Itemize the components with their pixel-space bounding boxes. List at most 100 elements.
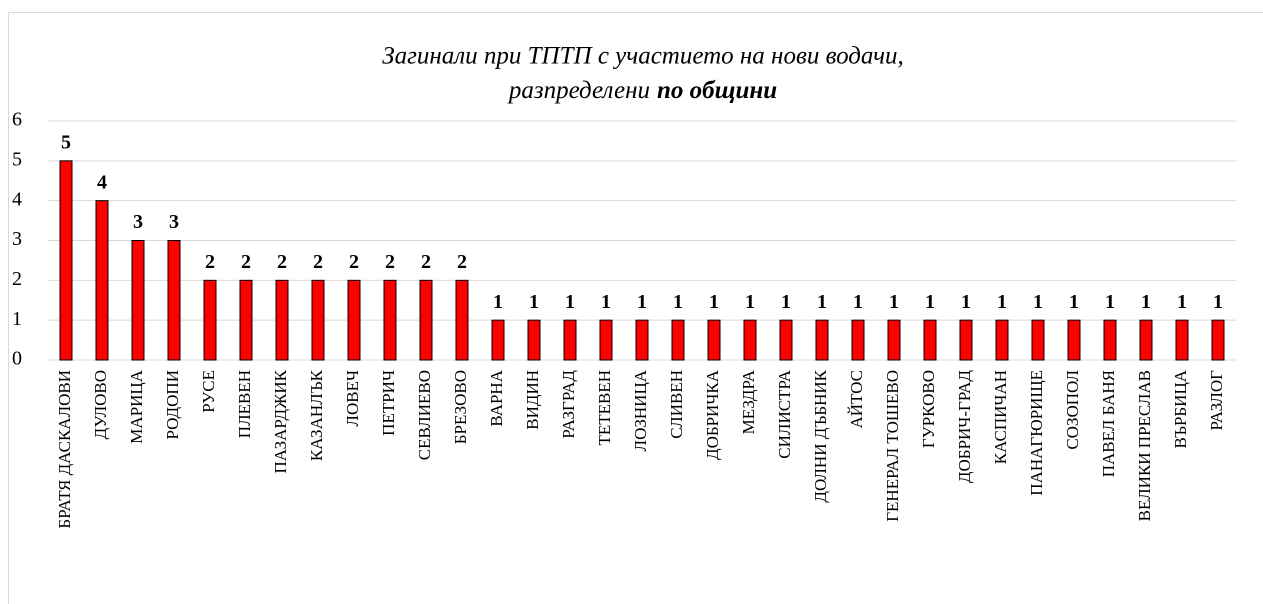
data-label: 2 <box>313 251 323 273</box>
bar <box>887 319 901 361</box>
bar <box>1139 319 1153 361</box>
bar <box>815 319 829 361</box>
data-label: 2 <box>385 251 395 273</box>
x-tick-label: ДОЛНИ ДЪБНИК <box>811 369 830 502</box>
x-tick-label: ДОБРИЧКА <box>703 369 722 460</box>
x-tick-label: МАРИЦА <box>127 369 146 443</box>
x-tick-label: ВЪРБИЦА <box>1171 369 1190 448</box>
data-label: 1 <box>925 291 935 313</box>
chart-title: Загинали при ТПТП с участието на нови во… <box>382 43 904 70</box>
data-label: 3 <box>169 211 179 233</box>
data-label: 1 <box>745 291 755 313</box>
data-label: 1 <box>1069 291 1079 313</box>
bar <box>311 279 325 361</box>
bar <box>635 319 649 361</box>
x-tick-label: ПАЗАРДЖИК <box>271 369 290 473</box>
bar <box>1031 319 1045 361</box>
data-label: 1 <box>709 291 719 313</box>
data-label: 1 <box>853 291 863 313</box>
data-label: 4 <box>97 171 107 193</box>
data-label: 1 <box>817 291 827 313</box>
bar <box>1067 319 1081 361</box>
bar <box>167 240 181 361</box>
data-label: 1 <box>529 291 539 313</box>
y-tick-label: 0 <box>12 348 22 370</box>
data-label: 1 <box>1141 291 1151 313</box>
bar <box>923 319 937 361</box>
y-tick-label: 4 <box>12 188 22 210</box>
bar <box>203 279 217 361</box>
x-tick-label: БРАТЯ ДАСКАЛОВИ <box>55 370 74 529</box>
x-tick-label: СЛИВЕН <box>667 370 686 439</box>
x-tick-label: ВЕЛИКИ ПРЕСЛАВ <box>1135 370 1154 521</box>
x-tick-label: ТЕТЕВЕН <box>595 370 614 446</box>
bar <box>275 279 289 361</box>
data-label: 2 <box>349 251 359 273</box>
x-tick-label: ПЕТРИЧ <box>379 370 398 436</box>
data-label: 1 <box>565 291 575 313</box>
x-tick-label: КАСПИЧАН <box>991 370 1010 464</box>
bar <box>347 279 361 361</box>
subtitle-part: разпределени <box>507 77 650 104</box>
subtitle-bold: по общини <box>657 77 777 104</box>
x-tick-label: ГУРКОВО <box>919 370 938 448</box>
bar <box>851 319 865 361</box>
bar <box>527 319 541 361</box>
x-tick-label: БРЕЗОВО <box>451 370 470 444</box>
x-tick-label: ЛОЗНИЦА <box>631 369 650 451</box>
x-tick-label: ГЕНЕРАЛ ТОШЕВО <box>883 370 902 522</box>
data-label: 1 <box>961 291 971 313</box>
x-tick-label: РАЗЛОГ <box>1207 370 1226 431</box>
x-tick-label: СЕВЛИЕВО <box>415 370 434 460</box>
data-label: 1 <box>781 291 791 313</box>
y-tick-label: 6 <box>12 109 22 131</box>
x-tick-label: МЕЗДРА <box>739 369 758 434</box>
chart-subtitle: разпределени по общини <box>507 77 777 104</box>
data-label: 1 <box>601 291 611 313</box>
bar <box>419 279 433 361</box>
x-tick-label: АЙТОС <box>847 370 866 429</box>
bar <box>59 160 73 361</box>
y-tick-label: 2 <box>12 268 22 290</box>
bar <box>1103 319 1117 361</box>
data-label: 1 <box>1033 291 1043 313</box>
data-label: 2 <box>457 251 467 273</box>
data-label: 1 <box>997 291 1007 313</box>
x-tick-label: СИЛИСТРА <box>775 369 794 458</box>
bar <box>455 279 469 361</box>
chart-frame <box>8 12 1263 604</box>
x-tick-label: ЛОВЕЧ <box>343 370 362 427</box>
bar <box>131 240 145 361</box>
x-tick-label: ДОБРИЧ-ГРАД <box>955 370 974 483</box>
x-tick-label: ВИДИН <box>523 370 542 430</box>
bar <box>995 319 1009 361</box>
bar <box>1211 319 1225 361</box>
data-label: 1 <box>1105 291 1115 313</box>
bar <box>239 279 253 361</box>
bar <box>491 319 505 361</box>
y-tick-label: 1 <box>12 308 22 330</box>
x-tick-label: ПЛЕВЕН <box>235 370 254 438</box>
bar <box>743 319 757 361</box>
x-tick-label: ПАВЕЛ БАНЯ <box>1099 370 1118 477</box>
data-label: 2 <box>241 251 251 273</box>
x-tick-label: РОДОПИ <box>163 370 182 440</box>
x-tick-label: ПАНАГЮРИЩЕ <box>1027 370 1046 496</box>
data-label: 1 <box>1213 291 1223 313</box>
data-label: 2 <box>277 251 287 273</box>
x-tick-label: ВАРНА <box>487 369 506 426</box>
bar <box>95 200 109 361</box>
bar <box>1175 319 1189 361</box>
bar <box>671 319 685 361</box>
y-tick-label: 3 <box>12 228 22 250</box>
bar <box>959 319 973 361</box>
bar <box>563 319 577 361</box>
bar <box>707 319 721 361</box>
data-label: 1 <box>1177 291 1187 313</box>
data-label: 1 <box>493 291 503 313</box>
x-tick-label: КАЗАНЛЪК <box>307 369 326 461</box>
bar <box>383 279 397 361</box>
data-label: 1 <box>673 291 683 313</box>
x-tick-label: РУСЕ <box>199 370 218 413</box>
